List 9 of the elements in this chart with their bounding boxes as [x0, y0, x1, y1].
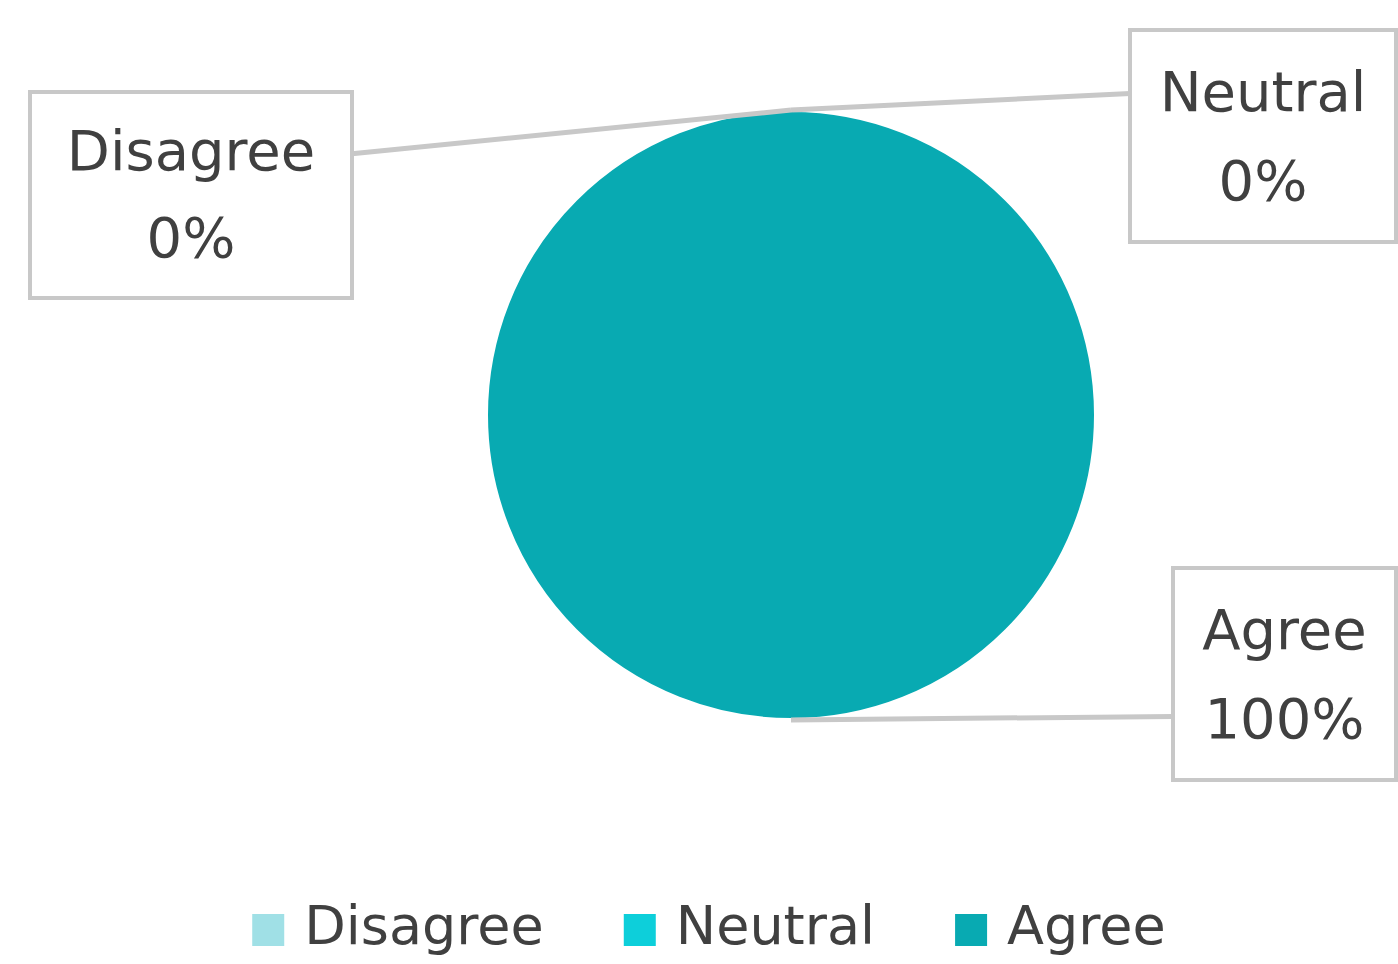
legend-label: Disagree: [304, 894, 544, 957]
slice-label: Agree: [1202, 596, 1367, 662]
legend-label: Agree: [1007, 894, 1166, 957]
data-label: 100%: [1204, 685, 1365, 751]
category-label: Neutral: [1159, 58, 1367, 124]
legend-label: Neutral: [675, 894, 876, 957]
category-label: Disagree: [66, 118, 316, 184]
text: 0%: [1218, 147, 1308, 213]
text: 0%: [146, 204, 236, 270]
